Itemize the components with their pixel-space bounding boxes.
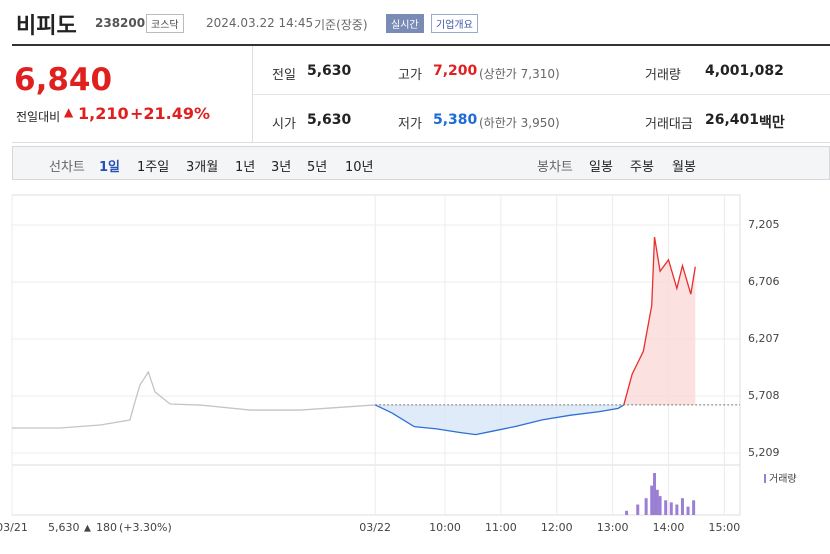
y-tick-label: 5,708 <box>748 389 780 402</box>
volume-bar <box>675 504 679 515</box>
line-tab[interactable]: 5년 <box>307 160 328 175</box>
x-tick-label: 10:00 <box>429 521 461 534</box>
up-icon: ▲ <box>84 524 91 534</box>
stat-value: 5,630 <box>307 63 352 79</box>
realtime-button[interactable]: 실시간 <box>386 14 424 33</box>
basis: 기준(장중) <box>314 18 368 32</box>
x-tick-label: 03/21 <box>0 521 28 534</box>
stat-value: 5,380 <box>433 112 478 128</box>
stat-label: 고가 <box>398 68 422 83</box>
volume-bar <box>680 498 684 515</box>
x-tick-label: 15:00 <box>709 521 741 534</box>
stat-unit: 백만 <box>759 115 785 131</box>
volume-bar <box>655 489 659 515</box>
price-line <box>623 236 696 406</box>
candle-tab[interactable]: 월봉 <box>672 160 696 175</box>
chart-tabs: 선차트 1일 1주일 3개월 1년 3년 5년 10년 봉차트 일봉 주봉 월봉 <box>12 146 830 180</box>
stat-label: 거래량 <box>645 68 681 83</box>
stat-value: 7,200 <box>433 63 478 79</box>
x-tick-label: 12:00 <box>541 521 573 534</box>
change-label: 전일대비 <box>16 110 61 124</box>
tab-label: 선차트 <box>49 160 85 175</box>
x-tick-label: 03/22 <box>359 521 391 534</box>
area-fill <box>623 237 696 405</box>
change-pct: +21.49% <box>130 104 211 123</box>
y-tick-label: 6,207 <box>748 332 780 345</box>
stat-value: 4,001,082 <box>705 63 784 79</box>
line-tab[interactable]: 10년 <box>345 160 374 175</box>
datetime: 2024.03.22 14:45 <box>206 16 314 30</box>
volume-bar <box>625 510 629 515</box>
price-line <box>12 370 376 429</box>
prev-change-pct: (+3.30%) <box>119 521 172 534</box>
market-badge: 코스닥 <box>146 14 184 33</box>
prev-close: 5,630 <box>48 521 80 534</box>
x-tick-label: 11:00 <box>485 521 517 534</box>
line-tab[interactable]: 3년 <box>271 160 292 175</box>
y-tick-label: 5,209 <box>748 446 780 459</box>
volume-bar <box>686 506 690 515</box>
y-tick-label: 6,706 <box>748 275 780 288</box>
stat-label: 시가 <box>272 117 296 132</box>
volume-bar <box>658 496 662 515</box>
price-line <box>374 404 625 436</box>
x-tick-label: 14:00 <box>653 521 685 534</box>
stat-label: 거래대금 <box>645 117 693 132</box>
tab-label: 봉차트 <box>537 160 573 175</box>
volume-bar <box>692 500 696 515</box>
company-button[interactable]: 기업개요 <box>431 14 478 33</box>
price-info <box>12 44 830 143</box>
stat-value: 26,401 <box>705 112 760 128</box>
volume-bar <box>664 500 668 515</box>
area-fill <box>375 404 624 435</box>
stat-label: 전일 <box>272 68 296 83</box>
line-tab[interactable]: 1년 <box>235 160 256 175</box>
volume-bar <box>653 473 657 515</box>
volume-legend: 거래량 <box>769 473 797 485</box>
volume-bar <box>644 498 648 515</box>
volume-bar <box>669 502 673 515</box>
stat-label: 저가 <box>398 117 422 132</box>
line-tab[interactable]: 1일 <box>99 160 121 175</box>
x-tick-label: 13:00 <box>597 521 629 534</box>
change: 1,210 <box>78 104 129 123</box>
current-price: 6,840 <box>14 62 113 98</box>
stock-code: 238200 <box>95 16 146 30</box>
chart: 03/21 03/22 10:00 11:00 12:00 13:00 14:00 15:00… <box>0 194 797 534</box>
y-tick-label: 7,205 <box>748 218 780 231</box>
stat-value: 5,630 <box>307 112 352 128</box>
up-icon: ▲ <box>64 105 74 119</box>
volume-legend-swatch <box>764 474 766 483</box>
prev-change: 180 <box>96 521 117 534</box>
stat-note: (상한가 7,310) <box>479 67 560 81</box>
plot-frame <box>11 194 741 516</box>
stat-note: (하한가 3,950) <box>479 116 560 130</box>
line-tab[interactable]: 1주일 <box>137 160 170 175</box>
candle-tab[interactable]: 주봉 <box>630 160 654 175</box>
stock-name: 비피도 <box>16 14 77 39</box>
line-tab[interactable]: 3개월 <box>186 160 219 175</box>
volume-bar <box>636 504 640 515</box>
volume-bar <box>650 485 654 515</box>
candle-tab[interactable]: 일봉 <box>589 160 613 175</box>
